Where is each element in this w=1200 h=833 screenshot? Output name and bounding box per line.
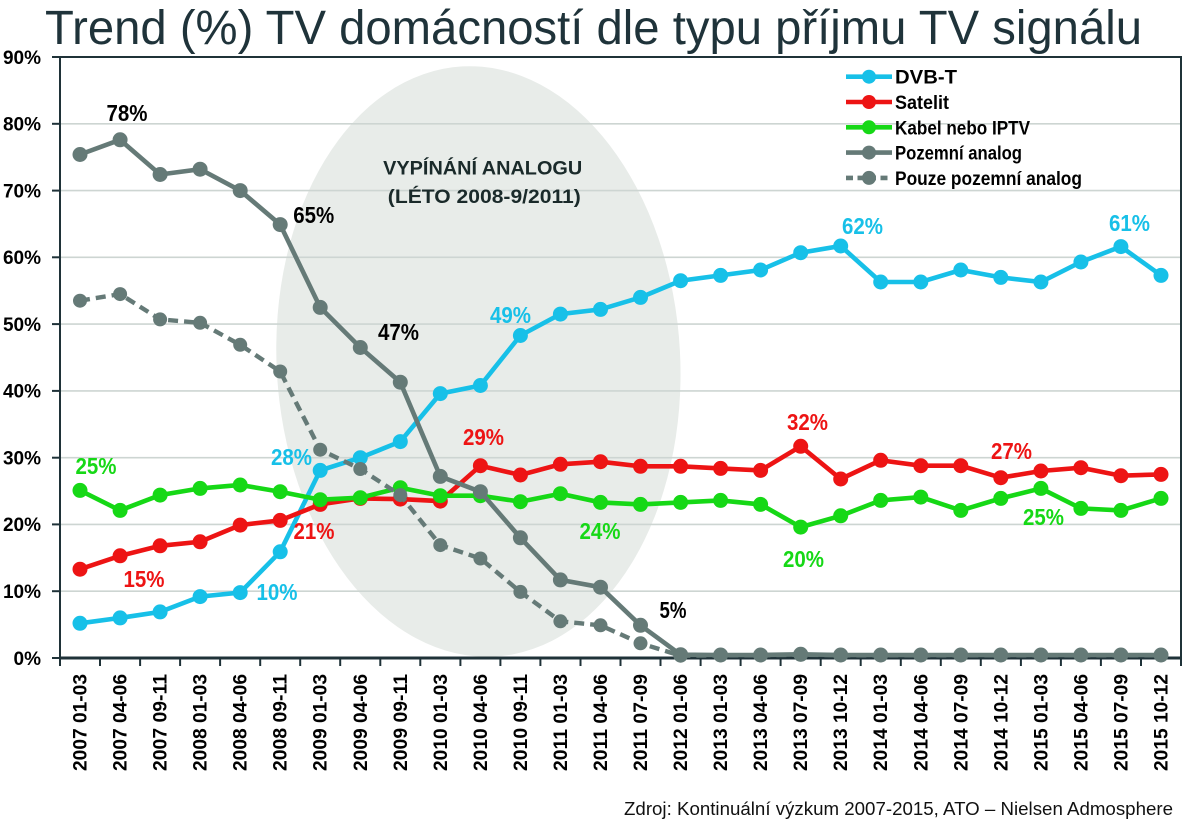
- svg-text:20%: 20%: [3, 515, 41, 536]
- svg-text:24%: 24%: [580, 518, 621, 544]
- svg-text:2015 07-09: 2015 07-09: [1111, 674, 1132, 771]
- svg-text:(LÉTO 2008-9/2011): (LÉTO 2008-9/2011): [388, 185, 581, 208]
- svg-text:2011 01-03: 2011 01-03: [551, 674, 572, 771]
- svg-text:28%: 28%: [271, 444, 312, 470]
- svg-text:2009 01-03: 2009 01-03: [311, 674, 332, 771]
- svg-text:2015 04-06: 2015 04-06: [1071, 674, 1092, 771]
- svg-text:20%: 20%: [783, 546, 824, 572]
- svg-text:2009 04-06: 2009 04-06: [351, 674, 372, 771]
- svg-text:10%: 10%: [257, 579, 298, 605]
- svg-text:40%: 40%: [3, 382, 41, 403]
- svg-text:60%: 60%: [3, 248, 41, 269]
- svg-text:49%: 49%: [490, 302, 531, 328]
- svg-text:2014 07-09: 2014 07-09: [951, 674, 972, 771]
- svg-text:27%: 27%: [991, 438, 1032, 464]
- svg-text:2015 01-03: 2015 01-03: [1031, 674, 1052, 771]
- svg-text:Kabel nebo IPTV: Kabel nebo IPTV: [895, 117, 1030, 139]
- svg-text:65%: 65%: [293, 202, 334, 228]
- svg-text:2011 07-09: 2011 07-09: [631, 674, 652, 771]
- svg-text:2013 07-09: 2013 07-09: [791, 674, 812, 771]
- svg-text:30%: 30%: [3, 449, 41, 470]
- svg-text:2010 04-06: 2010 04-06: [471, 674, 492, 771]
- svg-text:2013 04-06: 2013 04-06: [751, 674, 772, 771]
- svg-text:90%: 90%: [3, 48, 41, 69]
- svg-text:29%: 29%: [463, 424, 504, 450]
- svg-text:2008 09-11: 2008 09-11: [271, 674, 292, 771]
- svg-text:Zdroj: Kontinuální výzkum 2007: Zdroj: Kontinuální výzkum 2007-2015, ATO…: [624, 799, 1173, 819]
- svg-text:2007 09-11: 2007 09-11: [151, 674, 172, 771]
- svg-text:25%: 25%: [1023, 504, 1064, 530]
- svg-text:2007 01-03: 2007 01-03: [71, 674, 92, 771]
- svg-text:2007 04-06: 2007 04-06: [111, 674, 132, 771]
- svg-text:2009 09-11: 2009 09-11: [391, 674, 412, 771]
- svg-text:2010 01-03: 2010 01-03: [431, 674, 452, 771]
- svg-text:50%: 50%: [3, 315, 41, 336]
- svg-text:2011 04-06: 2011 04-06: [591, 674, 612, 771]
- svg-text:2015 10-12: 2015 10-12: [1152, 674, 1173, 771]
- svg-text:Pozemní analog: Pozemní analog: [895, 143, 1022, 165]
- svg-text:2014 10-12: 2014 10-12: [991, 674, 1012, 771]
- svg-text:2010 09-11: 2010 09-11: [511, 674, 532, 771]
- svg-text:47%: 47%: [378, 319, 419, 345]
- svg-text:5%: 5%: [660, 597, 687, 623]
- svg-text:DVB-T: DVB-T: [895, 67, 957, 89]
- svg-text:2014 04-06: 2014 04-06: [911, 674, 932, 771]
- svg-text:21%: 21%: [294, 518, 335, 544]
- svg-text:2013 01-03: 2013 01-03: [711, 674, 732, 771]
- svg-text:Pouze pozemní analog: Pouze pozemní analog: [895, 168, 1082, 190]
- svg-text:32%: 32%: [787, 409, 828, 435]
- svg-text:2008 01-03: 2008 01-03: [191, 674, 212, 771]
- svg-text:2008 04-06: 2008 04-06: [231, 674, 252, 771]
- svg-text:78%: 78%: [107, 100, 148, 126]
- svg-text:2013 10-12: 2013 10-12: [831, 674, 852, 771]
- svg-text:2012 01-06: 2012 01-06: [671, 674, 692, 771]
- svg-text:25%: 25%: [76, 453, 117, 479]
- svg-text:70%: 70%: [3, 181, 41, 202]
- svg-text:80%: 80%: [3, 115, 41, 136]
- svg-text:2014 01-03: 2014 01-03: [871, 674, 892, 771]
- svg-text:10%: 10%: [3, 582, 41, 603]
- svg-text:Trend (%) TV domácností dle ty: Trend (%) TV domácností dle typu příjmu …: [45, 2, 1142, 55]
- svg-text:VYPÍNÁNÍ ANALOGU: VYPÍNÁNÍ ANALOGU: [383, 157, 582, 180]
- svg-text:61%: 61%: [1109, 210, 1150, 236]
- svg-text:15%: 15%: [124, 566, 165, 592]
- svg-text:62%: 62%: [842, 213, 883, 239]
- svg-text:Satelit: Satelit: [895, 92, 949, 114]
- svg-text:0%: 0%: [14, 649, 42, 670]
